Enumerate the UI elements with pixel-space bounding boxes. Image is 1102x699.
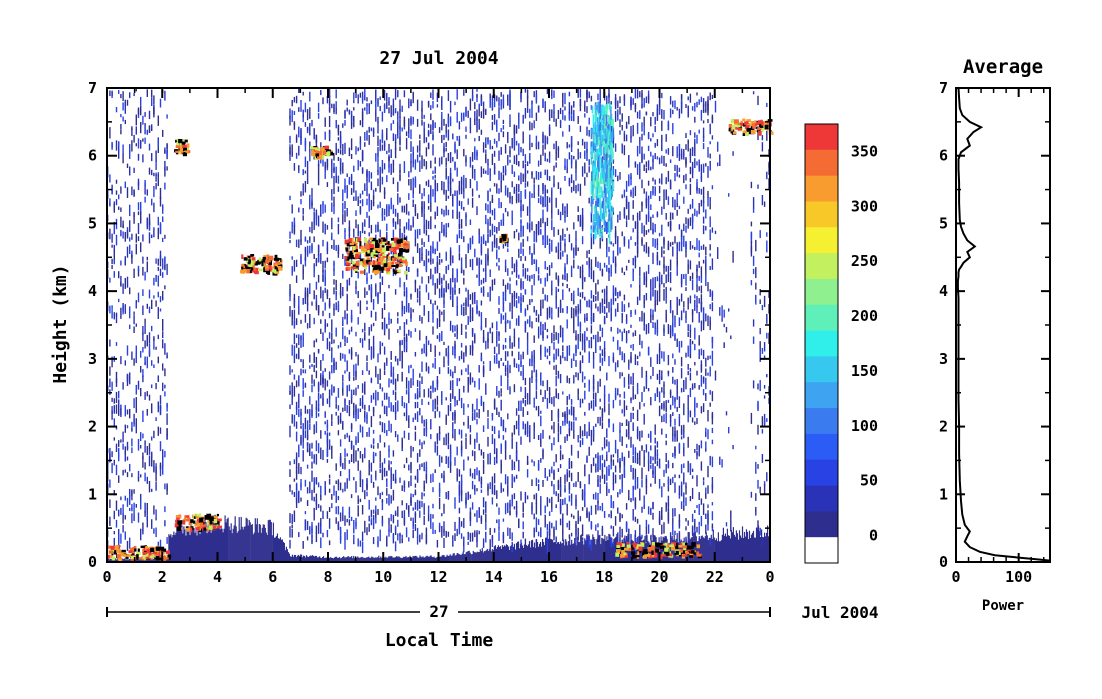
date-bar-month-year: Jul 2004 (801, 603, 878, 622)
y-tick-label: 2 (88, 418, 97, 436)
heatmap-noise-speckle (107, 88, 770, 554)
x-tick-label: 8 (323, 568, 332, 586)
side-chart-title: Average (963, 56, 1043, 78)
colorbar-swatch (805, 511, 838, 538)
colorbar-swatch (805, 485, 838, 512)
colorbar-tick-labels: 0 50 100 150 200 250 300 350 (851, 142, 878, 544)
side-y-tick-label: 6 (939, 147, 948, 165)
colorbar-swatch (805, 175, 838, 202)
y-tick-label: 7 (88, 79, 97, 97)
y-tick-label: 5 (88, 214, 97, 232)
main-x-axis-label: Local Time (385, 630, 494, 651)
x-tick-label: 14 (485, 568, 503, 586)
main-y-tick-labels: 0 1 2 3 4 5 6 7 (88, 79, 97, 571)
side-x-tick-label: 100 (1005, 568, 1032, 586)
date-bar (106, 603, 771, 617)
side-x-tick-labels: 0 100 (951, 568, 1032, 586)
main-chart-title: 27 Jul 2004 (379, 48, 498, 69)
x-tick-label: 4 (213, 568, 222, 586)
side-plot-axes (955, 87, 1051, 563)
colorbar-swatch (805, 278, 838, 306)
side-y-tick-label: 1 (939, 485, 948, 503)
side-x-axis-label: Power (982, 598, 1024, 614)
colorbar-swatch (805, 459, 838, 486)
date-bar-label-gap (420, 603, 458, 617)
heatmap-cloud-features (107, 101, 774, 563)
colorbar (804, 123, 839, 564)
colorbar-tick-label: 250 (851, 252, 878, 270)
x-tick-label: 2 (158, 568, 167, 586)
colorbar-frame (804, 123, 839, 564)
colorbar-tick-label: 350 (851, 142, 878, 160)
side-y-tick-label: 3 (939, 350, 948, 368)
y-tick-label: 3 (88, 350, 97, 368)
x-tick-label: 6 (268, 568, 277, 586)
colorbar-tick-label: 150 (851, 362, 878, 380)
x-tick-label: 10 (374, 568, 392, 586)
side-x-tick-label: 0 (951, 568, 960, 586)
x-tick-label: 20 (650, 568, 668, 586)
side-y-tick-labels: 0 1 2 3 4 5 6 7 (939, 79, 948, 571)
main-x-tick-labels: 0 2 4 6 8 10 12 14 16 18 20 22 0 (102, 568, 774, 586)
x-tick-label: 22 (706, 568, 724, 586)
colorbar-swatch (805, 537, 838, 564)
main-plot-axes (106, 87, 771, 563)
average-power-line (956, 87, 1051, 562)
x-tick-label: 18 (595, 568, 613, 586)
colorbar-swatch (805, 253, 838, 280)
side-y-tick-label: 5 (939, 214, 948, 232)
colorbar-swatch (805, 433, 838, 461)
side-plot-frame (955, 87, 1051, 563)
y-tick-label: 1 (88, 485, 97, 503)
colorbar-swatch (805, 124, 838, 151)
colorbar-swatch (805, 330, 838, 357)
colorbar-swatch (805, 201, 838, 228)
colorbar-swatch (805, 227, 838, 254)
side-y-tick-label: 2 (939, 418, 948, 436)
side-y-tick-label: 4 (939, 282, 948, 300)
colorbar-swatch (805, 408, 838, 435)
colorbar-tick-label: 0 (869, 527, 878, 545)
y-tick-label: 4 (88, 282, 97, 300)
main-plot-frame (106, 87, 771, 563)
colorbar-tick-label: 100 (851, 417, 878, 435)
colorbar-swatch (805, 304, 838, 331)
y-tick-label: 0 (88, 553, 97, 571)
colorbar-tick-label: 200 (851, 307, 878, 325)
colorbar-tick-label: 50 (860, 472, 878, 490)
colorbar-swatch (805, 356, 838, 383)
y-tick-label: 6 (88, 147, 97, 165)
side-y-tick-label: 0 (939, 553, 948, 571)
x-tick-label: 0 (765, 568, 774, 586)
x-tick-label: 12 (429, 568, 447, 586)
colorbar-tick-label: 300 (851, 197, 878, 215)
colorbar-swatch (805, 149, 838, 177)
side-y-tick-label: 7 (939, 79, 948, 97)
x-tick-label: 16 (540, 568, 558, 586)
colorbar-swatch (805, 382, 838, 409)
date-bar-day: 27 (429, 602, 448, 621)
x-tick-label: 0 (102, 568, 111, 586)
main-y-axis-label: Height (km) (50, 264, 71, 383)
